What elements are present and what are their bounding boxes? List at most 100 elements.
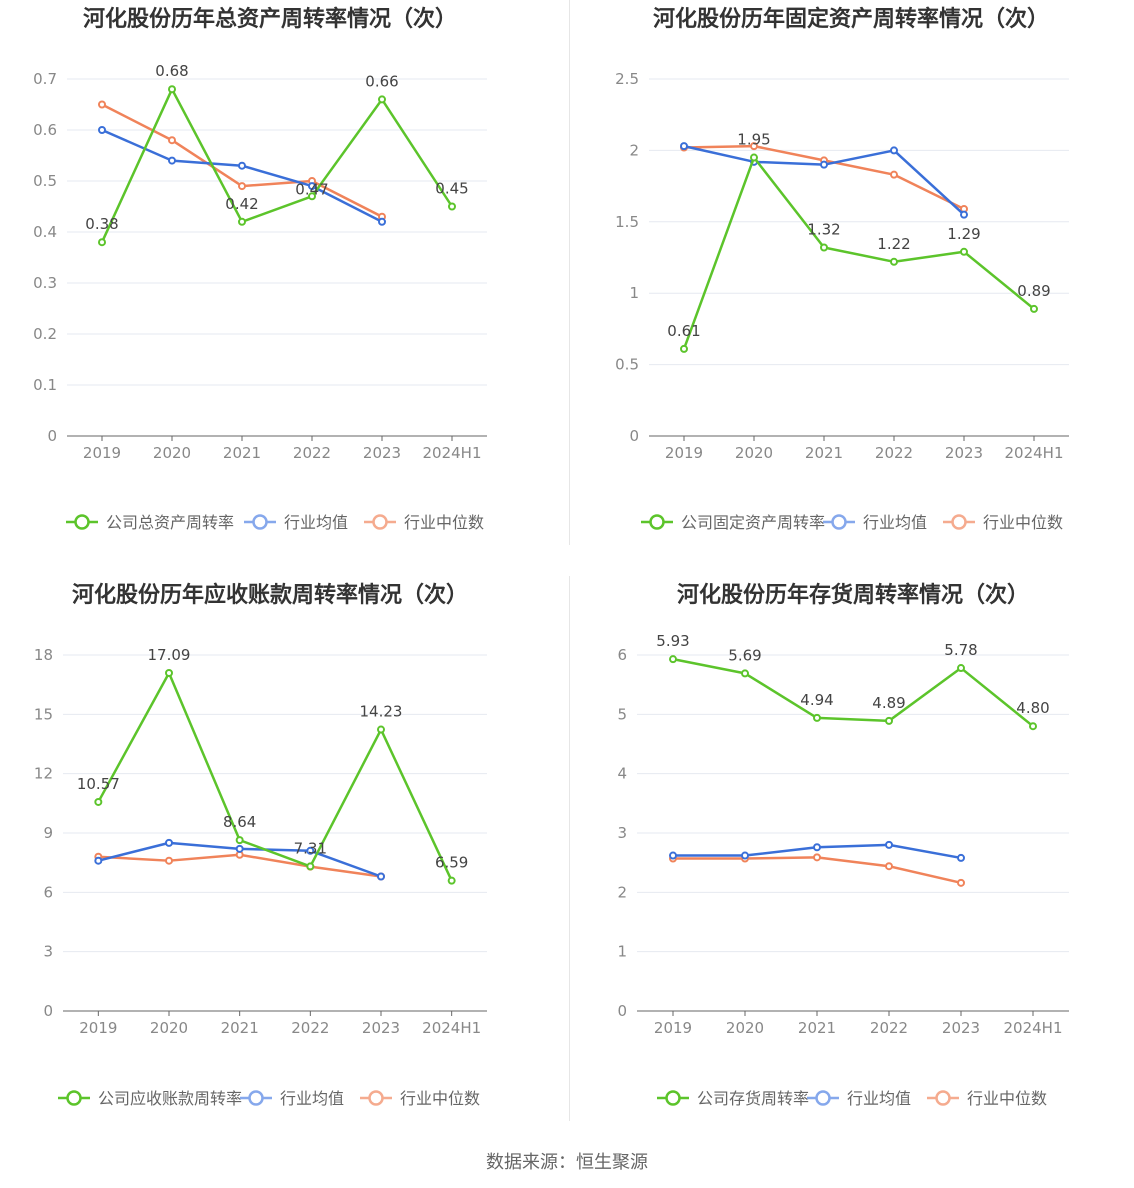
data-point xyxy=(378,217,386,226)
data-point xyxy=(165,668,173,677)
legend-marker-icon xyxy=(665,1090,681,1106)
y-tick-label: 18 xyxy=(34,646,53,664)
data-label: 1.22 xyxy=(877,235,910,253)
x-tick-label: 2019 xyxy=(83,444,121,462)
data-label: 5.78 xyxy=(944,641,977,659)
y-tick-label: 12 xyxy=(34,765,53,783)
legend-marker-icon xyxy=(74,514,90,530)
y-tick-label: 0.4 xyxy=(33,223,57,241)
x-tick-label: 2024H1 xyxy=(422,1019,481,1037)
x-tick-label: 2022 xyxy=(293,444,331,462)
data-label: 0.89 xyxy=(1017,282,1050,300)
data-point xyxy=(957,664,965,673)
chart-panel-total-asset-turnover: 河化股份历年总资产周转率情况（次） 0 0.1 0.2 0.3 0.4 0.5 0.6 0.7 2… xyxy=(0,0,567,576)
y-tick-label: 9 xyxy=(43,824,53,842)
chart-svg: 河化股份历年应收账款周转率情况（次） 0 3 6 9 12 15 18 2019 2020 2021… xyxy=(34,582,487,1108)
x-tick-label: 2020 xyxy=(150,1019,188,1037)
chart-svg: 河化股份历年固定资产周转率情况（次） 0 0.5 1 1.5 2 2.5 2019 2020 20… xyxy=(615,6,1069,532)
legend-marker-icon xyxy=(372,514,388,530)
x-tick-label: 2023 xyxy=(945,444,983,462)
y-tick-label: 2 xyxy=(617,883,627,901)
data-point xyxy=(885,716,893,725)
data-point xyxy=(168,136,176,145)
data-label: 0.66 xyxy=(365,72,398,90)
data-point xyxy=(98,238,106,247)
legend-marker-icon xyxy=(66,1090,82,1106)
data-point xyxy=(235,844,244,853)
y-tick-label: 0.2 xyxy=(33,325,57,343)
chart-svg: 河化股份历年存货周转率情况（次） 0 1 2 3 4 5 6 2019 2020 2021 2022 2… xyxy=(617,582,1069,1108)
y-tick-label: 0.5 xyxy=(615,356,639,374)
data-label: 0.45 xyxy=(435,180,468,198)
y-tick-label: 1 xyxy=(629,284,639,302)
y-tick-label: 1 xyxy=(617,943,627,961)
data-label: 0.61 xyxy=(667,322,700,340)
legend-item[interactable]: 行业中位数 xyxy=(943,513,1063,532)
data-point xyxy=(885,862,893,871)
y-tick-label: 0.5 xyxy=(33,172,57,190)
data-point xyxy=(957,878,965,887)
legend-item[interactable]: 公司应收账款周转率 xyxy=(58,1089,242,1108)
legend-item[interactable]: 行业中位数 xyxy=(927,1089,1047,1108)
data-point xyxy=(669,655,677,664)
legend-item[interactable]: 行业均值 xyxy=(240,1089,344,1108)
data-point xyxy=(813,853,821,862)
legend-item[interactable]: 行业中位数 xyxy=(360,1089,480,1108)
data-label: 6.59 xyxy=(435,854,468,872)
data-point xyxy=(306,846,315,855)
x-tick-label: 2021 xyxy=(805,444,843,462)
legend-item[interactable]: 公司固定资产周转率 xyxy=(641,513,825,532)
legend-label: 行业中位数 xyxy=(404,513,484,532)
legend-item[interactable]: 行业均值 xyxy=(244,513,348,532)
x-tick-label: 2022 xyxy=(875,444,913,462)
data-point xyxy=(957,853,965,862)
data-point xyxy=(741,851,749,860)
x-tick-label: 2019 xyxy=(79,1019,117,1037)
data-point xyxy=(308,182,316,191)
chart-title: 河化股份历年总资产周转率情况（次） xyxy=(83,6,457,32)
x-tick-label: 2020 xyxy=(726,1019,764,1037)
legend-label: 行业中位数 xyxy=(967,1089,1047,1108)
legend-marker-icon xyxy=(248,1090,264,1106)
y-tick-label: 3 xyxy=(43,943,53,961)
legend-item[interactable]: 公司总资产周转率 xyxy=(66,513,234,532)
data-label: 4.94 xyxy=(800,691,833,709)
y-tick-label: 5 xyxy=(617,705,627,723)
data-point xyxy=(741,669,749,678)
panel-divider-top xyxy=(569,0,570,545)
data-point xyxy=(308,192,316,201)
y-tick-label: 15 xyxy=(34,705,53,723)
legend-label: 行业均值 xyxy=(284,513,348,532)
x-tick-label: 2021 xyxy=(798,1019,836,1037)
y-tick-label: 0 xyxy=(43,1002,53,1020)
legend-item[interactable]: 行业中位数 xyxy=(364,513,484,532)
legend-item[interactable]: 行业均值 xyxy=(823,513,927,532)
data-label: 1.29 xyxy=(947,225,980,243)
data-point xyxy=(669,851,677,860)
data-point xyxy=(448,202,456,211)
legend-label: 公司应收账款周转率 xyxy=(98,1089,242,1108)
data-point xyxy=(813,713,821,722)
data-label: 17.09 xyxy=(148,646,191,664)
legend-item[interactable]: 公司存货周转率 xyxy=(657,1089,809,1108)
data-point xyxy=(890,170,898,179)
data-source-note: 数据来源：恒生聚源 xyxy=(486,1152,648,1173)
data-point xyxy=(98,100,106,109)
y-tick-label: 0 xyxy=(629,427,639,445)
data-point xyxy=(238,161,246,170)
data-label: 5.69 xyxy=(728,646,761,664)
data-label: 14.23 xyxy=(360,703,403,721)
y-tick-label: 0.6 xyxy=(33,121,57,139)
legend-item[interactable]: 行业均值 xyxy=(807,1089,911,1108)
x-tick-label: 2021 xyxy=(223,444,261,462)
data-label: 0.47 xyxy=(295,180,328,198)
data-point xyxy=(94,797,103,806)
chart-title: 河化股份历年固定资产周转率情况（次） xyxy=(653,6,1049,32)
data-label: 1.32 xyxy=(807,221,840,239)
legend-label: 行业中位数 xyxy=(983,513,1063,532)
legend-marker-icon xyxy=(368,1090,384,1106)
data-label: 5.93 xyxy=(656,632,689,650)
data-point xyxy=(680,142,688,151)
data-label: 8.64 xyxy=(223,813,256,831)
panel-divider-bottom xyxy=(569,576,570,1121)
